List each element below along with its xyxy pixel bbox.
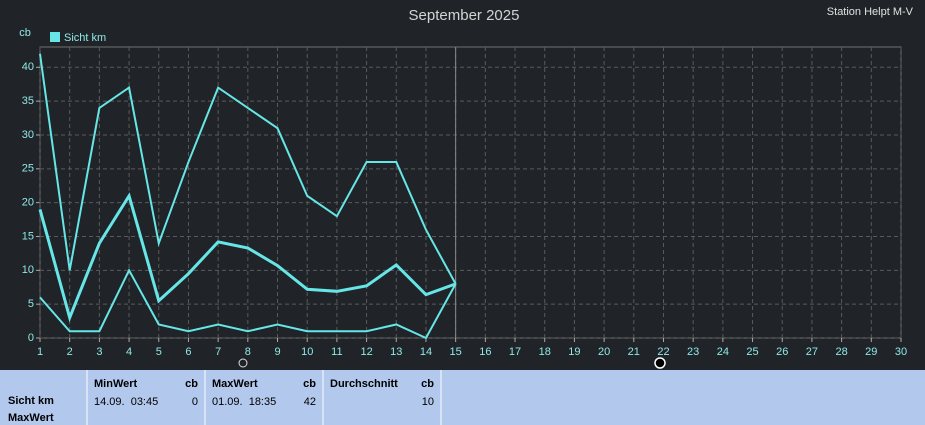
moon-icon bbox=[654, 357, 666, 369]
x-tick-label: 8 bbox=[245, 346, 251, 358]
x-tick-label: 15 bbox=[450, 346, 462, 358]
x-tick-label: 10 bbox=[301, 346, 313, 358]
x-tick-label: 24 bbox=[717, 346, 729, 358]
y-tick-label: 40 bbox=[22, 61, 34, 73]
col-unit: cb bbox=[185, 378, 198, 390]
x-tick-label: 27 bbox=[806, 346, 818, 358]
y-tick-label: 20 bbox=[22, 197, 34, 209]
series-line bbox=[39, 268, 457, 340]
col-value: 10 bbox=[422, 396, 434, 408]
x-tick-label: 5 bbox=[156, 346, 162, 358]
y-tick-label: 30 bbox=[22, 129, 34, 141]
x-tick-label: 28 bbox=[835, 346, 847, 358]
x-tick-label: 1 bbox=[37, 346, 43, 358]
x-tick-label: 7 bbox=[215, 346, 221, 358]
x-tick-label: 19 bbox=[568, 346, 580, 358]
series-line bbox=[38, 192, 457, 323]
x-tick-label: 9 bbox=[274, 346, 280, 358]
y-tick-label: 0 bbox=[28, 332, 34, 344]
y-axis-label: cb bbox=[19, 27, 31, 39]
plot-frame bbox=[39, 46, 902, 339]
row-label: Sicht km bbox=[8, 395, 54, 407]
station: Station Helpt M-V bbox=[827, 6, 914, 18]
col-unit: cb bbox=[421, 378, 434, 390]
col-value: 42 bbox=[304, 396, 316, 408]
col-header: Durchschnitt bbox=[330, 378, 398, 390]
x-tick-label: 21 bbox=[628, 346, 640, 358]
series-line bbox=[39, 53, 457, 285]
x-tick-label: 13 bbox=[390, 346, 402, 358]
col-value: 0 bbox=[192, 396, 198, 408]
x-tick-label: 20 bbox=[598, 346, 610, 358]
col-time: 14.09. 03:45 bbox=[94, 396, 158, 408]
y-tick-label: 15 bbox=[22, 230, 34, 242]
x-tick-label: 26 bbox=[776, 346, 788, 358]
x-tick-label: 12 bbox=[360, 346, 372, 358]
x-tick-label: 30 bbox=[895, 346, 907, 358]
moon-icon bbox=[238, 358, 248, 368]
y-tick-label: 25 bbox=[22, 163, 34, 175]
legend-swatch bbox=[50, 32, 60, 42]
x-tick-label: 16 bbox=[479, 346, 491, 358]
y-tick-label: 10 bbox=[22, 264, 34, 276]
col-unit: cb bbox=[303, 378, 316, 390]
x-tick-label: 29 bbox=[865, 346, 877, 358]
y-tick-label: 35 bbox=[22, 95, 34, 107]
chart-title: September 2025 bbox=[409, 7, 520, 24]
legend-label: Sicht km bbox=[64, 32, 106, 44]
x-tick-label: 2 bbox=[67, 346, 73, 358]
col-header: MaxWert bbox=[212, 378, 258, 390]
x-tick-label: 18 bbox=[539, 346, 551, 358]
col-header: MinWert bbox=[94, 378, 138, 390]
y-tick-label: 5 bbox=[28, 298, 34, 310]
stats-table: Sicht km MaxWert MinWert cb 14.09. 03:45… bbox=[0, 370, 925, 425]
x-tick-label: 14 bbox=[420, 346, 432, 358]
x-tick-label: 6 bbox=[185, 346, 191, 358]
x-tick-label: 3 bbox=[96, 346, 102, 358]
x-tick-label: 4 bbox=[126, 346, 132, 358]
row-label: MaxWert bbox=[8, 412, 54, 424]
col-time: 01.09. 18:35 bbox=[212, 396, 276, 408]
x-tick-label: 22 bbox=[657, 346, 669, 358]
x-tick-label: 17 bbox=[509, 346, 521, 358]
x-tick-label: 25 bbox=[746, 346, 758, 358]
x-tick-label: 23 bbox=[687, 346, 699, 358]
table-bg bbox=[0, 370, 925, 425]
x-tick-label: 11 bbox=[331, 346, 342, 358]
